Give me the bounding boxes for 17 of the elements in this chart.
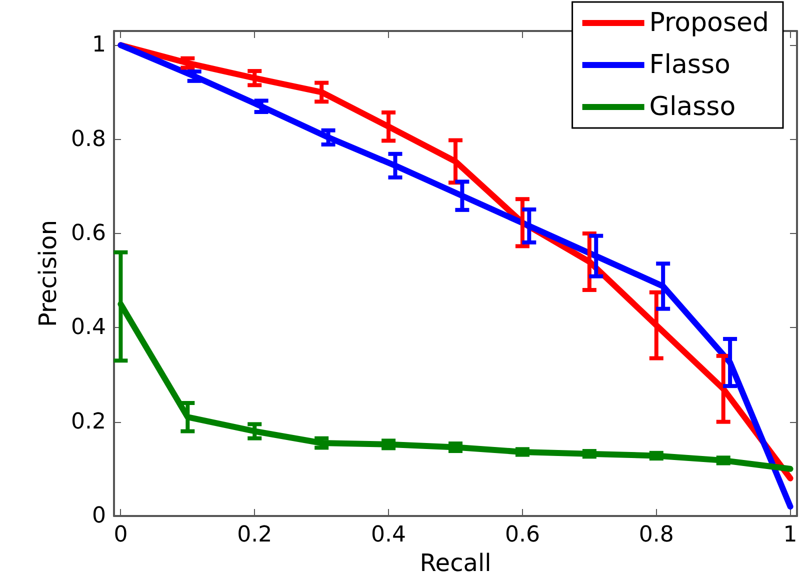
x-tick-label: 1 xyxy=(783,522,798,548)
legend-label: Flasso xyxy=(649,50,730,80)
x-tick-label: 0.2 xyxy=(237,522,272,548)
legend-label: Glasso xyxy=(649,92,736,122)
y-tick-label: 0.8 xyxy=(71,126,106,152)
y-tick-label: 0.2 xyxy=(71,409,106,434)
legend-label: Proposed xyxy=(649,8,770,38)
y-axis-title: Precision xyxy=(34,220,62,328)
x-tick-label: 0 xyxy=(114,522,128,548)
y-tick-label: 0 xyxy=(92,504,106,528)
x-tick-label: 0.4 xyxy=(371,522,406,548)
y-tick-label: 0.4 xyxy=(71,315,106,340)
x-axis-title: Recall xyxy=(420,548,492,577)
y-tick-label: 1 xyxy=(92,32,106,58)
x-tick-label: 0.6 xyxy=(504,522,540,548)
x-tick-label: 0.8 xyxy=(638,522,674,548)
y-tick-label: 0.6 xyxy=(71,220,106,246)
